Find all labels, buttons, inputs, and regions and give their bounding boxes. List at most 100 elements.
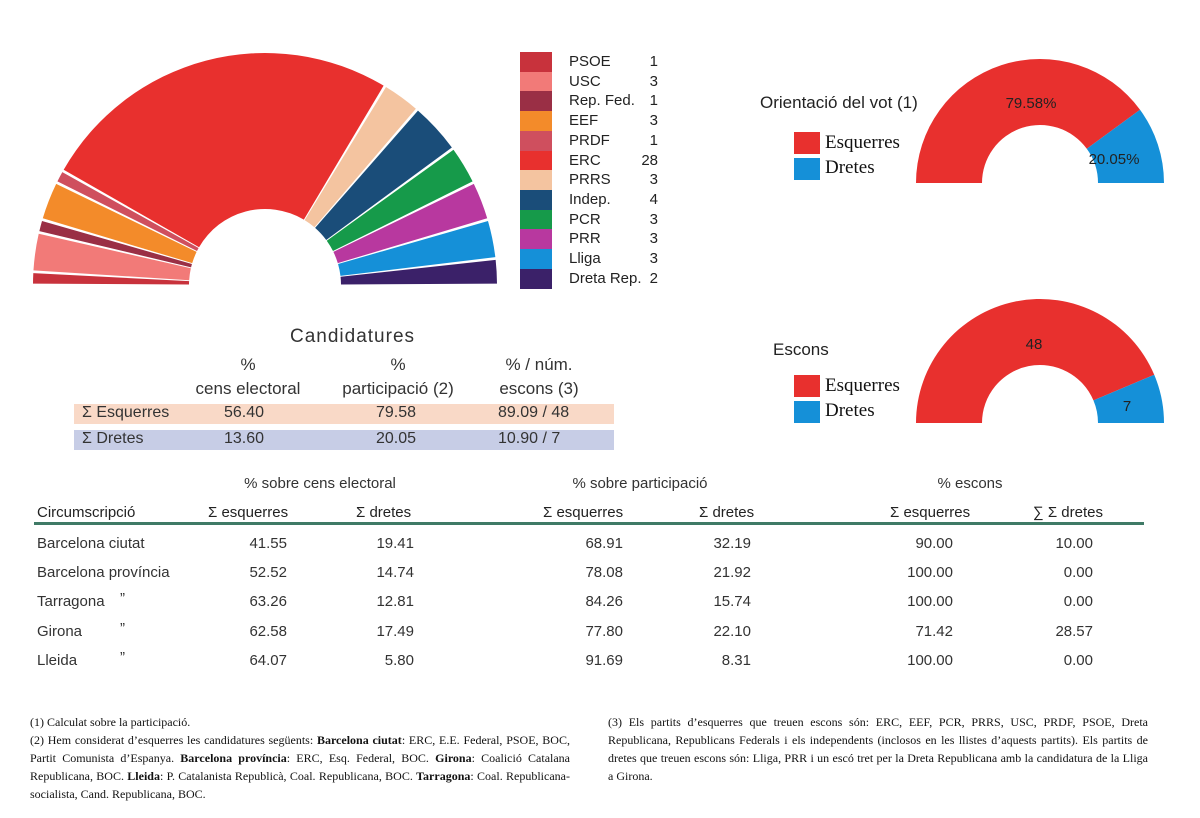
table-cell: 41.55	[249, 535, 287, 552]
seat-slice-pcr	[326, 149, 473, 252]
table-cell: 17.49	[376, 622, 414, 640]
legend-seat-count: 3	[649, 112, 658, 130]
table-cell: 0.00	[1063, 593, 1093, 611]
table-cell: 100.00	[907, 564, 953, 582]
col-escons-header-l2: escons (3)	[499, 379, 579, 398]
table-header-rule	[34, 522, 1144, 525]
dretes-swatch	[794, 401, 820, 423]
seat-slice-lliga	[338, 220, 496, 276]
legend-item: EEF 3	[520, 111, 680, 132]
circumscripcio-name: Lleida	[37, 651, 78, 669]
legend-seat-count: 2	[649, 269, 658, 287]
table-cell: 90.00	[915, 535, 953, 552]
slice-esquerres	[916, 299, 1155, 423]
legend-swatch	[520, 268, 552, 289]
cens-value: 56.40	[224, 404, 265, 421]
ditto-mark: ”	[120, 590, 125, 608]
legend-party-name: Lliga	[569, 250, 601, 267]
table-cell: 63.26	[249, 593, 287, 611]
col-part-esq-header: Σ esquerres	[543, 504, 624, 521]
participacio-value: 20.05	[376, 430, 417, 447]
legend-seat-count: 28	[641, 151, 658, 169]
seat-slice-prr	[333, 183, 488, 264]
legend-seat-count: 3	[649, 250, 658, 267]
col-participacio-header-l1: %	[390, 355, 406, 374]
table-cell: 100.00	[907, 593, 953, 611]
cens-value: 13.60	[224, 430, 265, 447]
participacio-value: 79.58	[376, 404, 417, 421]
table-cell: 64.07	[249, 651, 287, 669]
legend-party-name: PRR	[569, 230, 601, 248]
table-cell: 91.69	[585, 651, 623, 669]
col-escons-header-l1: % / núm.	[505, 355, 573, 374]
table-cell: 84.26	[585, 593, 623, 611]
seats-share-chart: 48 7	[916, 299, 1164, 423]
legend-swatch	[520, 229, 552, 250]
legend-swatch	[520, 209, 552, 230]
legend-item: PSOE 1	[520, 52, 680, 72]
col-circumscripcio-header: Circumscripció	[37, 504, 136, 521]
table-cell: 0.00	[1063, 651, 1093, 669]
legend-swatch	[520, 52, 552, 72]
table-cell: 32.19	[713, 535, 751, 552]
legend-party-name: PCR	[569, 210, 601, 228]
col-cens-header-l1: %	[240, 355, 256, 374]
table-cell: 12.81	[376, 593, 414, 611]
legend-swatch	[520, 71, 552, 92]
legend-seat-count: 3	[649, 72, 658, 90]
col-cens-esq-header: Σ esquerres	[208, 504, 289, 521]
legend-party-name: PRDF	[569, 131, 610, 149]
col-cens-header: % cens electoral	[158, 353, 338, 401]
table-cell: 100.00	[907, 651, 953, 669]
col-escons-header: % / núm. escons (3)	[449, 353, 629, 401]
legend-party-name: PSOE	[569, 53, 611, 70]
legend-seat-count: 3	[649, 171, 658, 189]
seat-slice-psoe	[33, 273, 190, 285]
legend-party-name: EEF	[569, 112, 599, 130]
dretes-legend-label: Dretes	[825, 400, 875, 421]
table-cell: 77.80	[585, 622, 623, 640]
legend-seat-count: 1	[649, 53, 658, 70]
legend-swatch	[520, 130, 552, 151]
table-cell: 0.00	[1063, 564, 1093, 582]
slice-label: 79.58%	[1006, 95, 1057, 112]
esquerres-legend-label: Esquerres	[825, 375, 900, 396]
seat-slice-usc	[33, 233, 191, 281]
col-part-dre-header: Σ dretes	[699, 504, 755, 521]
table-cell: 15.74	[713, 593, 751, 611]
legend-item: Dreta Rep. 2	[520, 268, 680, 289]
legend-party-name: Rep. Fed.	[569, 92, 635, 110]
legend-item: Rep. Fed. 1	[520, 91, 680, 112]
table-cell: 22.10	[713, 622, 751, 640]
col-escons-esq-header: Σ esquerres	[890, 504, 971, 521]
table-cell: 28.57	[1055, 622, 1093, 640]
col-participacio-header: % participació (2)	[308, 353, 488, 401]
table-cell: 8.31	[721, 651, 751, 669]
table-cell: 21.92	[713, 564, 751, 582]
legend-swatch	[520, 170, 552, 191]
col-escons-dre-header: ∑ Σ dretes	[1033, 504, 1103, 521]
legend-party-name: ERC	[569, 151, 601, 169]
vote-orientation-title: Orientació del vot (1)	[760, 93, 918, 112]
dretes-swatch	[794, 158, 820, 180]
candidatures-title: Candidatures	[290, 326, 416, 347]
col-cens-header-l2: cens electoral	[195, 379, 301, 398]
table-cell: 71.42	[915, 622, 953, 640]
legend-seat-count: 1	[649, 92, 658, 110]
row-label: Σ Esquerres	[82, 404, 170, 421]
escons-value: 89.09 / 48	[498, 404, 570, 421]
parliament-seats-chart	[33, 53, 497, 285]
legend-item: PRR 3	[520, 229, 680, 250]
group-participacio-header: % sobre participació	[572, 475, 708, 492]
legend-swatch	[520, 189, 552, 210]
table-cell: 5.80	[384, 651, 414, 669]
footnotes-left: (1) Calculat sobre la participació. (2) …	[30, 713, 570, 803]
table-cell: 19.41	[376, 535, 414, 552]
slice-dretes	[1093, 374, 1164, 423]
legend-item: PCR 3	[520, 209, 680, 230]
dretes-legend-label: Dretes	[825, 157, 875, 178]
legend-party-name: USC	[569, 72, 601, 90]
col-participacio-header-l2: participació (2)	[342, 379, 454, 398]
seat-slice-prdf	[57, 172, 199, 252]
slice-label: 48	[1026, 336, 1043, 353]
